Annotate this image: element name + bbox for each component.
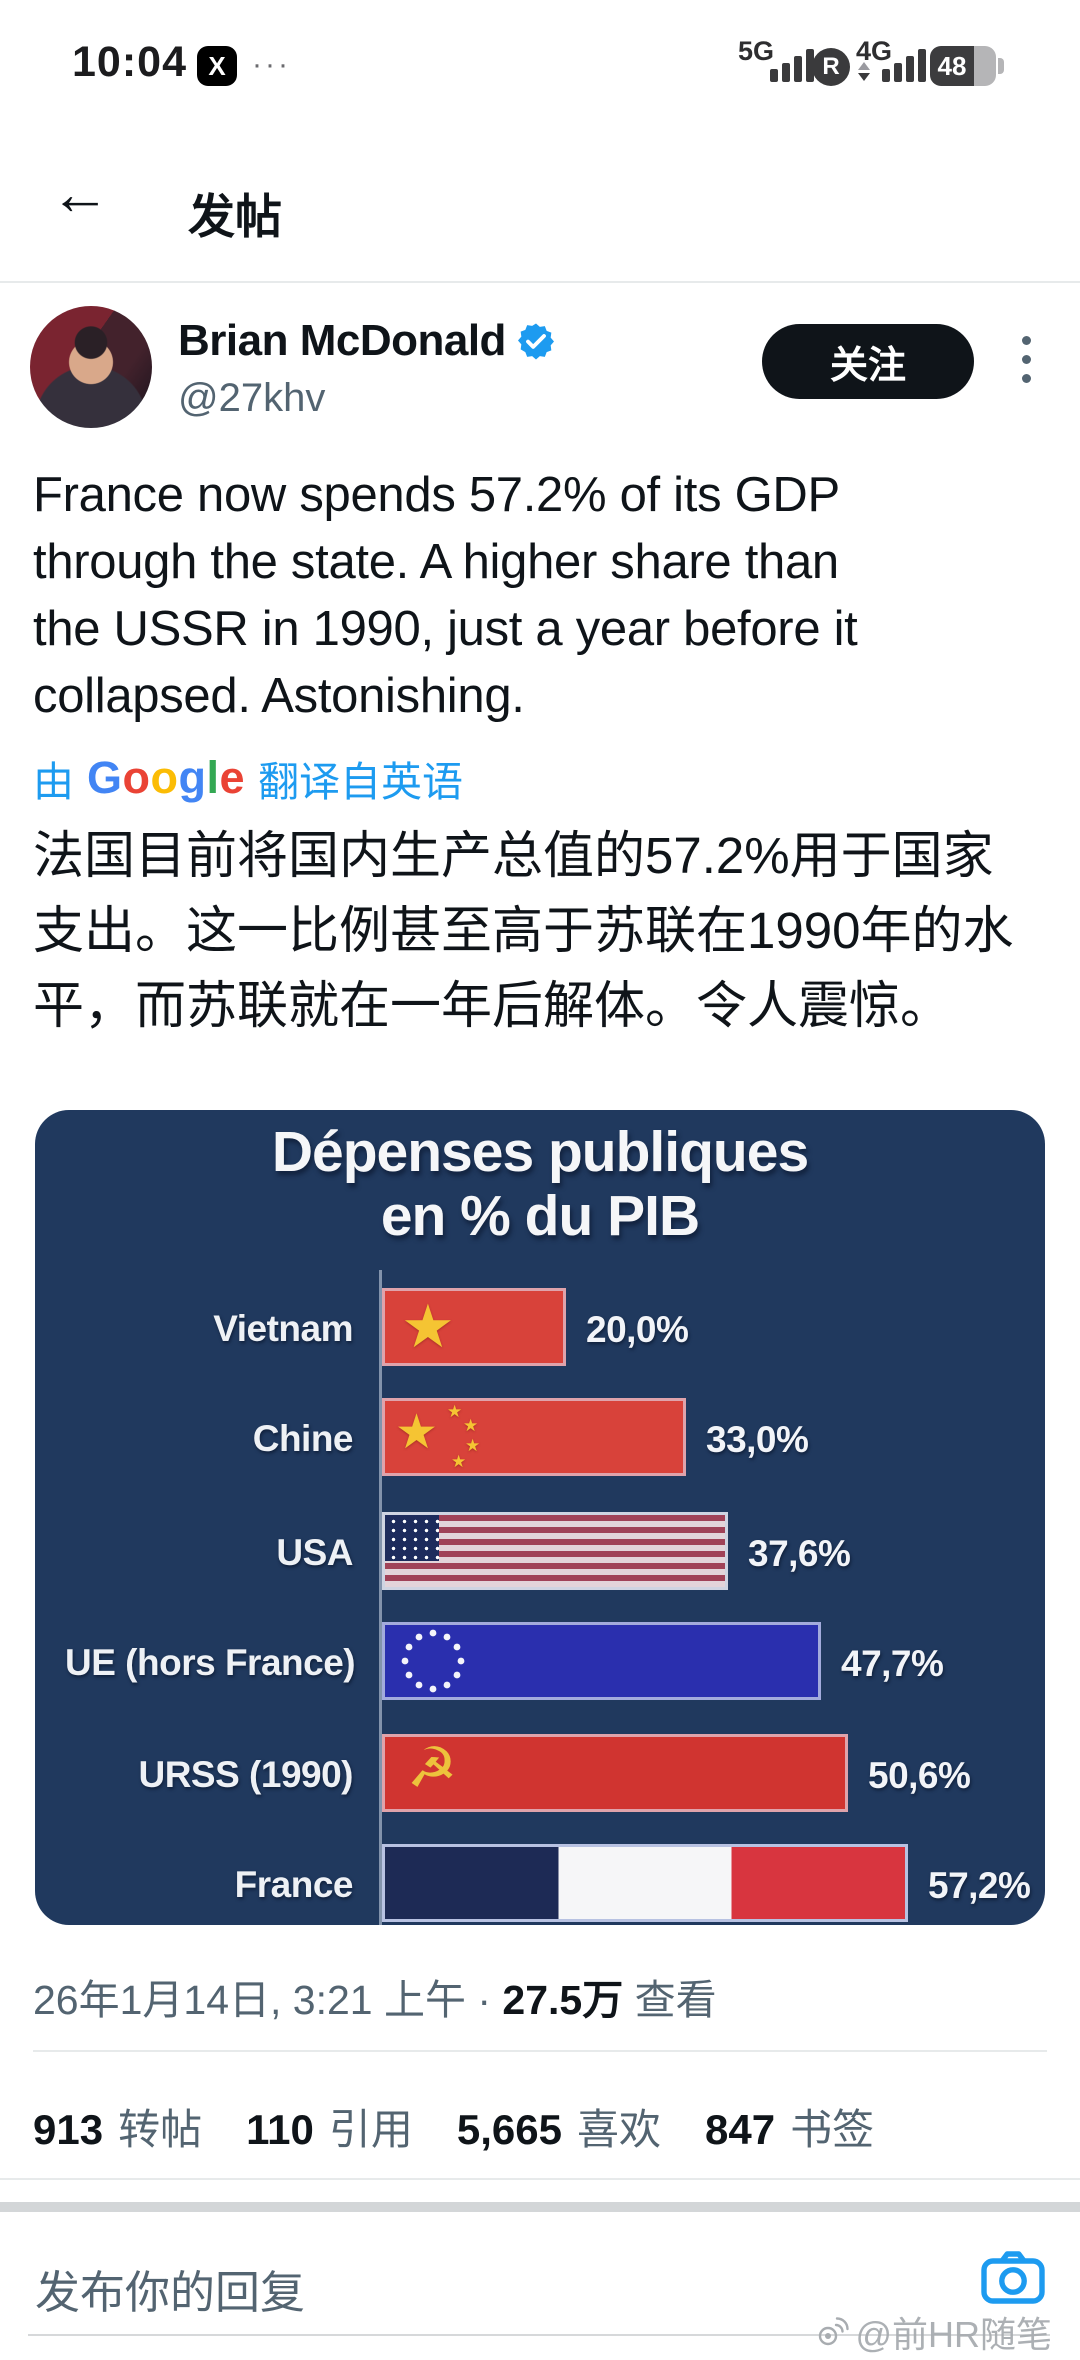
tweet-timestamp: 26年1月14日, 3:21 上午 · 27.5万 查看 (33, 1977, 717, 2023)
follow-button[interactable]: 关注 (762, 324, 974, 399)
battery-nub-icon (998, 58, 1004, 74)
bar-value: 50,6% (868, 1755, 971, 1796)
eu-stars-circle-icon (401, 1629, 465, 1693)
network-4g-label: 4G (856, 36, 893, 66)
france-flag-bar (382, 1844, 908, 1922)
reply-divider (28, 2334, 1050, 2336)
ussr-flag-bar (382, 1734, 848, 1812)
battery-icon: 48 (930, 46, 996, 86)
back-arrow-icon[interactable]: ← (50, 160, 110, 227)
china-small-star-icon (451, 1453, 466, 1470)
quotes-stat[interactable]: 110 引用 (246, 2106, 413, 2153)
weibo-watermark: @前HR随笔 (815, 2306, 1052, 2358)
china-small-star-icon (447, 1403, 462, 1420)
verified-badge-icon (517, 323, 554, 360)
status-time: 10:04 (72, 38, 187, 86)
chart-row-france: France 57,2% (35, 1844, 1045, 1924)
chart-axis-line (379, 1270, 382, 1925)
usa-canton-stars-icon (385, 1515, 439, 1561)
stats-divider (0, 2178, 1080, 2180)
translate-suffix: 翻译自英语 (258, 759, 464, 805)
more-menu-icon[interactable] (1022, 336, 1031, 383)
tweet-media-chart[interactable]: Dépenses publiques en % du PIB Vietnam 2… (35, 1110, 1045, 1925)
bar-label: URSS (1990) (138, 1754, 353, 1795)
china-big-star-icon (395, 1409, 438, 1457)
views-count: 27.5万 (502, 1977, 624, 2023)
eu-flag-bar (382, 1622, 821, 1700)
x-app-icon: X (197, 46, 237, 86)
likes-stat[interactable]: 5,665 喜欢 (456, 2106, 661, 2153)
chart-row-ue: UE (hors France) 47,7% (35, 1622, 1045, 1702)
china-small-star-icon (463, 1417, 478, 1434)
bookmarks-stat[interactable]: 847 书签 (705, 2106, 875, 2153)
bar-value: 37,6% (748, 1533, 851, 1574)
translated-text: 法国目前将国内生产总值的57.2%用于国家 支出。这一比例甚至高于苏联在1990… (33, 827, 1014, 1034)
signal-bars-icon (770, 48, 814, 82)
meta-divider (33, 2050, 1047, 2052)
chart-title: Dépenses publiques en % du PIB (271, 1120, 809, 1248)
retweets-stat[interactable]: 913 转帖 (33, 2106, 203, 2153)
chart-row-urss: URSS (1990) 50,6% (35, 1734, 1045, 1814)
author-handle[interactable]: @27khv (178, 376, 326, 420)
page-title: 发帖 (188, 190, 282, 243)
roaming-icon: R (812, 48, 850, 86)
author-name[interactable]: Brian McDonald (178, 316, 506, 365)
reply-input[interactable]: 发布你的回复 (35, 2267, 306, 2318)
views-label: 查看 (623, 1977, 717, 2023)
china-small-star-icon (465, 1437, 480, 1454)
weibo-logo-icon (819, 2317, 850, 2346)
data-updown-icon (858, 62, 870, 81)
status-ellipsis-icon: ··· (252, 48, 291, 81)
bar-label: UE (hors France) (65, 1642, 356, 1683)
header-divider (0, 281, 1080, 283)
bar-label: USA (276, 1532, 353, 1573)
signal-bars-icon (882, 48, 926, 82)
vietnam-flag-bar (382, 1288, 566, 1366)
bar-value: 47,7% (841, 1643, 944, 1684)
tweet-stats-row: 913 转帖 110 引用 5,665 喜欢 847 书签 (33, 2096, 874, 2157)
google-logo: Google (87, 752, 246, 803)
bar-label: Vietnam (213, 1308, 353, 1349)
bar-value: 57,2% (928, 1865, 1031, 1906)
bar-value: 20,0% (586, 1309, 689, 1350)
network-5g-label: 5G (738, 36, 775, 66)
vietnam-star-icon (401, 1297, 455, 1357)
tweet-text: France now spends 57.2% of its GDP throu… (33, 468, 858, 723)
avatar[interactable] (30, 306, 152, 428)
chart-row-chine: Chine 33,0% (35, 1398, 1045, 1478)
bar-value: 33,0% (706, 1419, 809, 1460)
bar-label: France (234, 1864, 354, 1905)
china-flag-bar (382, 1398, 686, 1476)
usa-flag-bar (382, 1512, 728, 1590)
google-translate-attribution[interactable]: 由 Google 翻译自英语 (33, 748, 463, 808)
chart-row-usa: USA 37,6% (35, 1512, 1045, 1592)
translate-prefix: 由 (33, 759, 74, 805)
camera-icon[interactable] (980, 2248, 1046, 2311)
hammer-sickle-icon (407, 1741, 457, 1797)
chart-row-vietnam: Vietnam 20,0% (35, 1288, 1045, 1368)
bar-label: Chine (252, 1418, 354, 1459)
section-separator (0, 2202, 1080, 2212)
